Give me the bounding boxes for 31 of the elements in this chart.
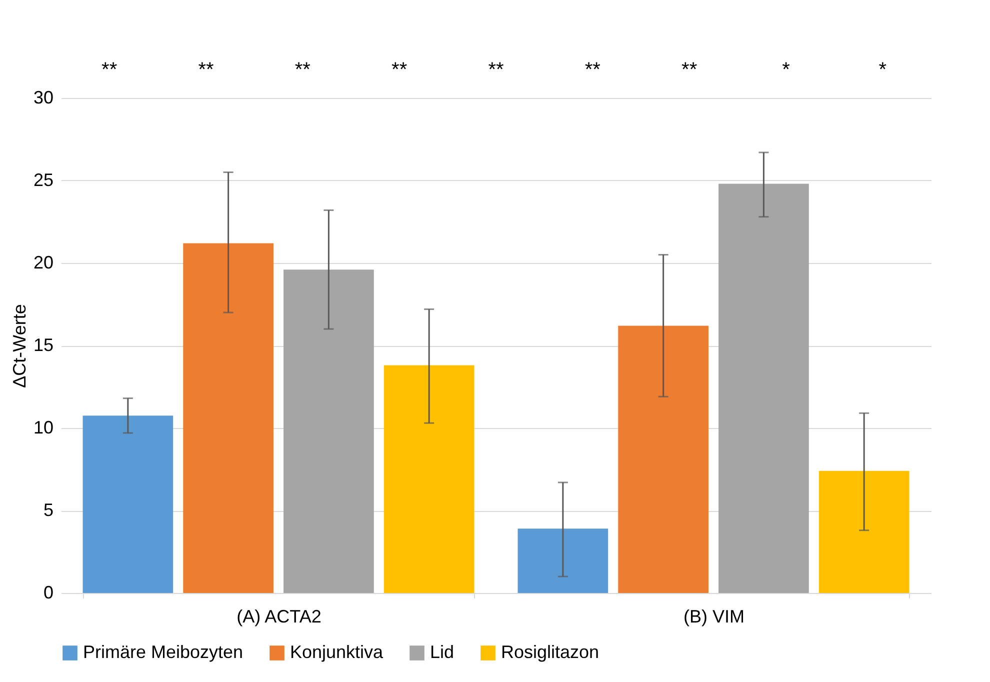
text: ** [488,59,504,81]
y-tick-label: 20 [33,252,54,272]
legend-label: Primäre Meibozyten [83,642,244,662]
text: ** [294,59,311,81]
bar [818,470,910,593]
bar [284,270,374,593]
text: * [878,59,887,81]
bar [618,326,708,593]
y-tick-label: 5 [43,500,54,520]
y-tick-label: 10 [33,418,54,438]
legend-label: Lid [430,642,454,662]
bar [82,416,174,593]
text: ** [584,59,601,81]
y-tick-label: 25 [33,170,54,190]
bar [718,184,809,593]
x-tick-label: (B) VIM [684,606,744,626]
y-axis-title: ΔCt-Werte [9,304,30,388]
text: ** [392,59,408,81]
text: ** [198,59,214,81]
text: ** [682,59,698,81]
bar [518,528,608,593]
x-tick-label: (A) ACTA2 [236,606,322,626]
y-tick-label: 15 [33,335,54,355]
legend-label: Konjunktiva [290,642,384,662]
y-tick-label: 0 [43,582,54,602]
text: * [782,59,790,81]
text: ** [102,59,118,81]
bar [183,243,274,593]
legend-label: Rosiglitazon [501,642,600,662]
bar [384,365,474,593]
y-tick-label: 30 [33,88,54,108]
